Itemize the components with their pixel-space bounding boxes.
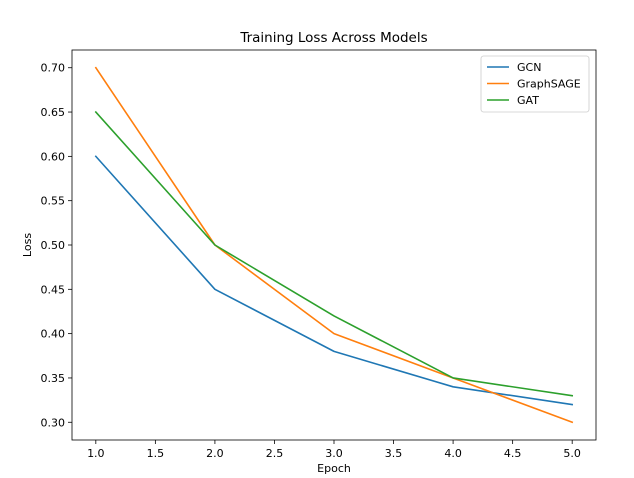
chart-title: Training Loss Across Models (239, 30, 427, 46)
series-line-gcn (94, 155, 574, 406)
y-tick-label: 0.55 (41, 195, 66, 208)
y-tick-label: 0.65 (41, 106, 66, 119)
y-tick-label: 0.30 (41, 416, 66, 429)
y-tick-label: 0.35 (41, 372, 66, 385)
x-tick-label: 2.0 (206, 447, 224, 460)
legend-label: GCN (517, 61, 541, 74)
y-tick-label: 0.70 (41, 62, 66, 75)
legend-box (480, 55, 590, 113)
series-line-graphsage (94, 66, 574, 424)
y-tick-label: 0.50 (41, 239, 66, 252)
y-axis-label: Loss (21, 233, 34, 257)
y-tick-label: 0.45 (41, 283, 66, 296)
x-tick-label: 5.0 (563, 447, 581, 460)
series-line-gat (94, 110, 574, 397)
x-tick-label: 2.5 (266, 447, 284, 460)
x-tick-label: 1.0 (87, 447, 105, 460)
legend-label: GAT (517, 94, 539, 107)
plot-area: 1.0 1.5 2.0 2.5 3.0 3.5 4.0 4.5 5.0 0.30 0.35 0.40 0… (41, 49, 597, 460)
y-tick-label: 0.60 (41, 150, 66, 163)
y-tick-label: 0.40 (41, 328, 66, 341)
legend-label: GraphSAGE (517, 78, 581, 91)
x-axis-label: Epoch (317, 462, 351, 475)
x-tick-label: 3.0 (325, 447, 343, 460)
legend: GCN GraphSAGE GAT (480, 55, 590, 113)
x-tick-label: 4.5 (504, 447, 522, 460)
x-tick-label: 4.0 (444, 447, 462, 460)
x-tick-label: 1.5 (147, 447, 165, 460)
x-tick-label: 3.5 (385, 447, 403, 460)
